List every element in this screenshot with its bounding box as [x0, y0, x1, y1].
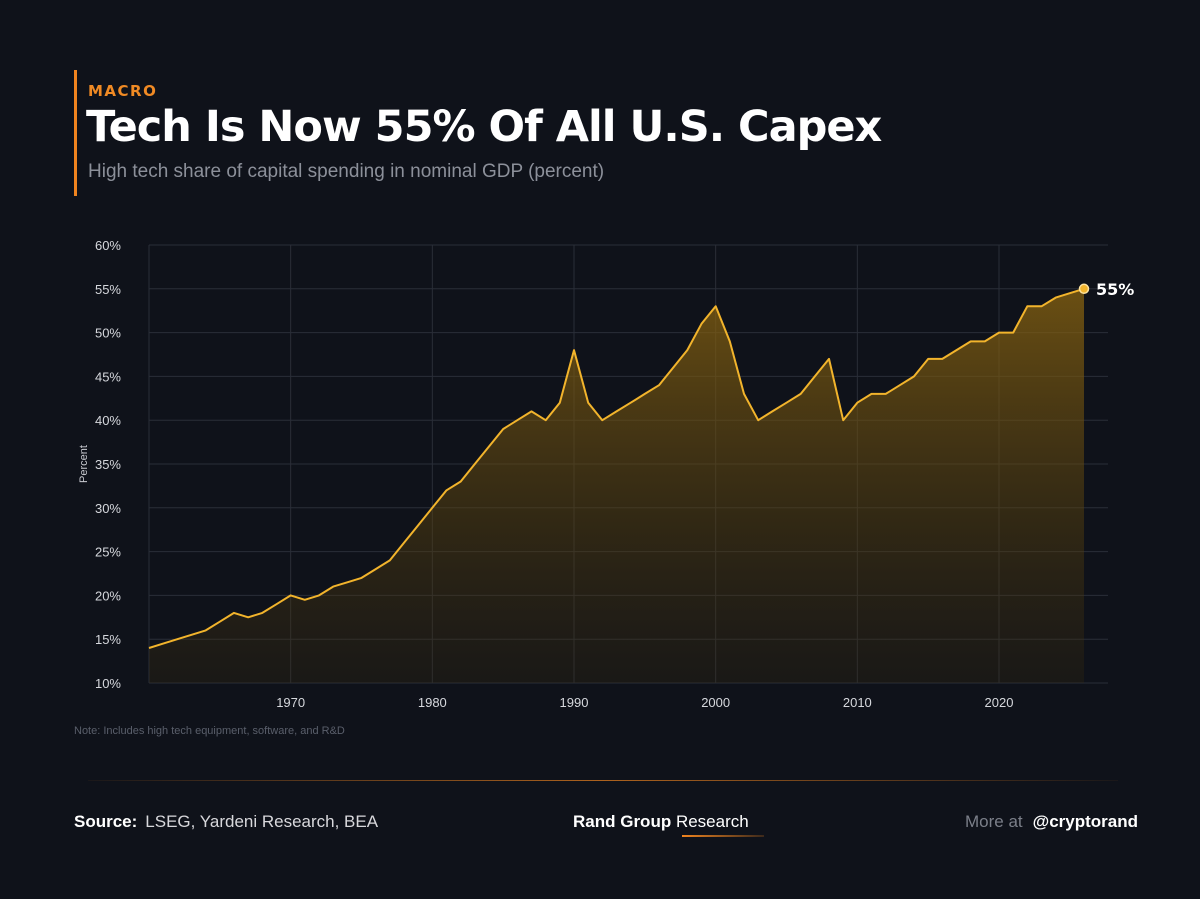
y-tick-label: 15%	[95, 632, 121, 647]
x-tick-label: 2010	[843, 695, 872, 710]
y-tick-label: 45%	[95, 369, 121, 384]
y-axis-title: Percent	[78, 445, 90, 483]
category-label: MACRO	[88, 82, 158, 100]
y-tick-label: 55%	[95, 282, 121, 297]
y-tick-label: 25%	[95, 545, 121, 560]
more-at-label: More at	[964, 812, 1023, 831]
x-tick-label: 1980	[418, 695, 447, 710]
accent-bar	[74, 70, 77, 196]
y-axis: 10% 15% 20% 25% 30% 35% 40% 45% 50% 55% 60%	[95, 238, 121, 691]
x-tick-label: 2020	[985, 695, 1014, 710]
area-fill	[149, 288, 1084, 683]
y-tick-label: 20%	[95, 588, 121, 603]
y-tick-label: 30%	[95, 501, 121, 516]
chart-note: Note: Includes high tech equipment, soft…	[74, 725, 345, 737]
x-axis: 1970 1980 1990 2000 2010 2020	[276, 695, 1013, 710]
source-credit: Source: LSEG, Yardeni Research, BEA	[74, 812, 378, 832]
page-title: Tech Is Now 55% Of All U.S. Capex	[86, 102, 882, 152]
brand-logo: Rand Group Research	[573, 812, 749, 832]
page-subtitle: High tech share of capital spending in n…	[88, 161, 605, 182]
y-tick-label: 10%	[95, 676, 121, 691]
end-value-label: 55%	[1096, 280, 1134, 299]
area-chart: 10%15%20%25%30%35%40%45%50%55%60% 1970 19…	[78, 238, 1134, 710]
end-point-marker	[1078, 283, 1090, 295]
footer-divider	[88, 780, 1118, 781]
source-label: Source:	[74, 812, 138, 831]
y-tick-label: 35%	[95, 457, 121, 472]
x-tick-label: 2000	[701, 695, 730, 710]
source-text: LSEG, Yardeni Research, BEA	[145, 812, 379, 831]
y-tick-label: 40%	[95, 413, 121, 428]
more-at: More at @cryptorand	[965, 812, 1138, 832]
y-tick-label: 60%	[95, 238, 121, 253]
series-line	[148, 287, 1085, 649]
x-tick-label: 1990	[560, 695, 589, 710]
brand-underline	[682, 835, 764, 837]
y-tick-label: 50%	[95, 326, 121, 341]
brand-name-bold: Rand Group	[573, 812, 672, 831]
social-handle[interactable]: @cryptorand	[1032, 812, 1138, 831]
brand-name-regular: Research	[675, 812, 749, 831]
x-tick-label: 1970	[276, 695, 305, 710]
